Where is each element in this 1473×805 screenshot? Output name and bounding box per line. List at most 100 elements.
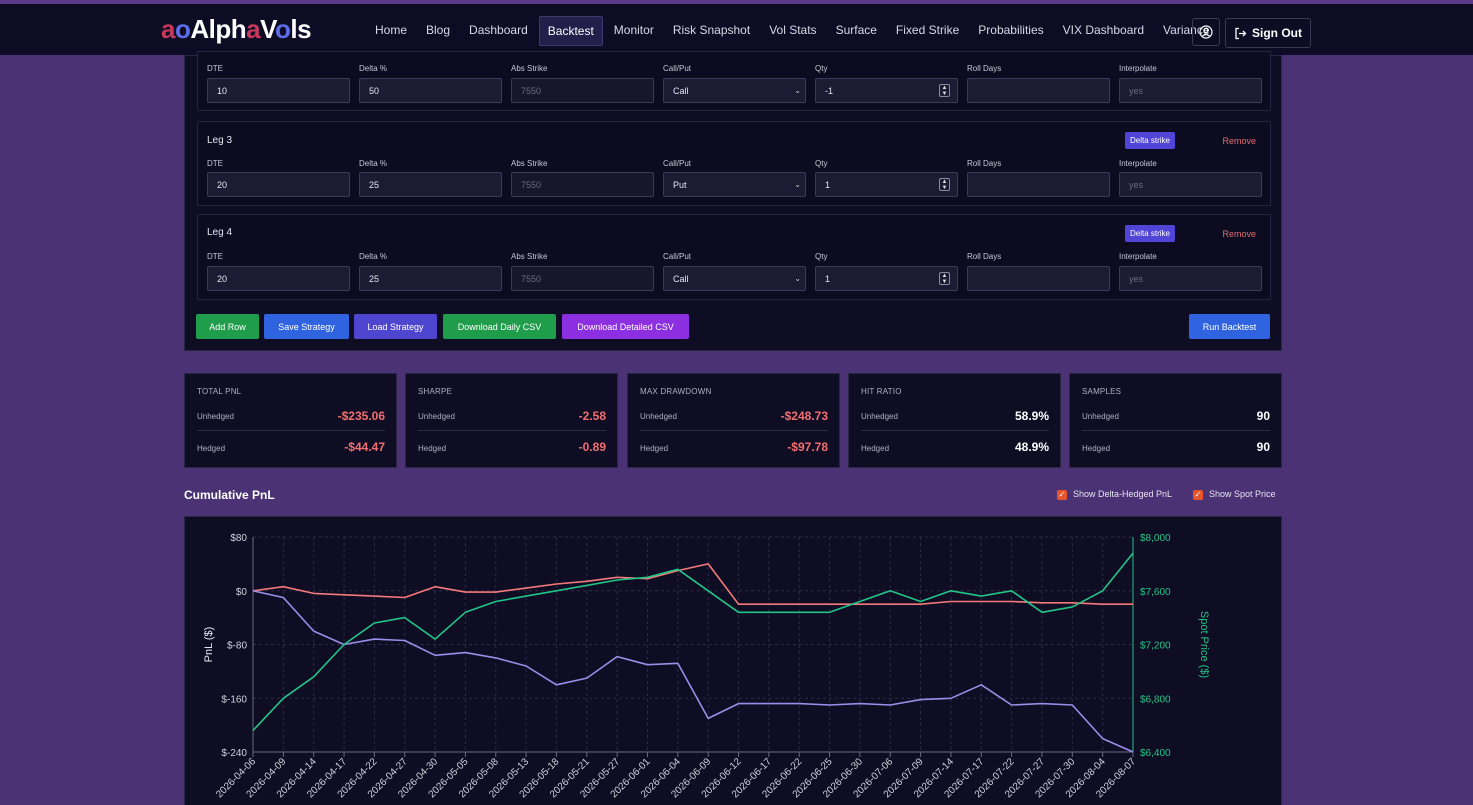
spot-price-checkbox-label[interactable]: Show Spot Price — [1209, 489, 1276, 499]
divider — [1082, 430, 1270, 431]
abs-strike-input[interactable]: 7550 — [511, 266, 654, 291]
hedged-label: Hedged — [640, 444, 669, 453]
remove-leg-button[interactable]: Remove — [1222, 229, 1256, 239]
hedged-pnl-checkbox[interactable]: ✓ — [1057, 490, 1067, 500]
nav-home[interactable]: Home — [375, 23, 408, 37]
call-put-select[interactable]: Call ⌄ — [663, 78, 806, 103]
user-profile-button[interactable] — [1192, 18, 1220, 46]
unhedged-label: Unhedged — [640, 412, 677, 421]
delta-label: Delta % — [359, 159, 388, 168]
load-strategy-button[interactable]: Load Strategy — [354, 314, 437, 339]
stat-title: TOTAL PNL — [197, 387, 242, 396]
chevron-down-icon: ⌄ — [794, 180, 801, 189]
delta-label: Delta % — [359, 252, 388, 261]
roll-days-input[interactable] — [967, 78, 1110, 103]
interpolate-input[interactable]: yes — [1119, 78, 1262, 103]
delta-label: Delta % — [359, 64, 388, 73]
run-backtest-button[interactable]: Run Backtest — [1189, 314, 1270, 339]
delta-strike-button[interactable]: Delta strike — [1124, 132, 1175, 149]
stat-title: SAMPLES — [1082, 387, 1122, 396]
call-put-value: Call — [673, 273, 689, 284]
y2-axis-title: Spot Price ($) — [1198, 611, 1210, 678]
stat-title: SHARPE — [418, 387, 453, 396]
hedged-value: -$97.78 — [787, 440, 828, 454]
abs-strike-label: Abs Strike — [511, 159, 548, 168]
delta-input[interactable]: 25 — [359, 172, 502, 197]
roll-days-input[interactable] — [967, 266, 1110, 291]
y2-tick-label: $7,600 — [1140, 587, 1171, 598]
hedged-label: Hedged — [418, 444, 447, 453]
save-strategy-button[interactable]: Save Strategy — [264, 314, 349, 339]
unhedged-value: 90 — [1256, 409, 1270, 423]
hedged-label: Hedged — [861, 444, 890, 453]
hedged-pnl-checkbox-label[interactable]: Show Delta-Hedged PnL — [1073, 489, 1173, 499]
nav-risk-snapshot[interactable]: Risk Snapshot — [672, 23, 751, 37]
unhedged-label: Unhedged — [861, 412, 898, 421]
nav-blog[interactable]: Blog — [426, 23, 451, 37]
download-daily-csv-button[interactable]: Download Daily CSV — [443, 314, 556, 339]
hedged-value: -$44.47 — [344, 440, 385, 454]
dte-input[interactable]: 20 — [207, 266, 350, 291]
y-tick-label: $0 — [236, 587, 248, 598]
delta-input[interactable]: 25 — [359, 266, 502, 291]
nav-vol-stats[interactable]: Vol Stats — [769, 23, 817, 37]
remove-leg-button[interactable]: Remove — [1222, 136, 1256, 146]
y-tick-label: $80 — [230, 533, 247, 544]
spinner-icon[interactable]: ▲ ▼ — [939, 178, 950, 191]
qty-label: Qty — [815, 252, 828, 261]
qty-input[interactable]: 1 ▲ ▼ — [815, 266, 958, 291]
nav-surface[interactable]: Surface — [835, 23, 877, 37]
nav-variance[interactable]: Variance — [1163, 23, 1210, 37]
interpolate-input[interactable]: yes — [1119, 266, 1262, 291]
qty-input[interactable]: 1 ▲ ▼ — [815, 172, 958, 197]
nav-vix-dashboard[interactable]: VIX Dashboard — [1062, 23, 1145, 37]
stat-card-max-drawdown: MAX DRAWDOWN Unhedged -$248.73 Hedged -$… — [627, 373, 840, 468]
series-line-hedged — [252, 590, 1134, 753]
spinner-icon[interactable]: ▲ ▼ — [939, 84, 950, 97]
spot-price-checkbox[interactable]: ✓ — [1193, 490, 1203, 500]
call-put-value: Call — [673, 85, 689, 96]
stat-card-sharpe: SHARPE Unhedged -2.58 Hedged -0.89 — [405, 373, 618, 468]
divider — [640, 430, 828, 431]
qty-input[interactable]: -1 ▲ ▼ — [815, 78, 958, 103]
delta-strike-button[interactable]: Delta strike — [1124, 225, 1175, 242]
sign-out-button[interactable]: Sign Out — [1225, 18, 1311, 48]
delta-input[interactable]: 50 — [359, 78, 502, 103]
spinner-icon[interactable]: ▲ ▼ — [939, 272, 950, 285]
unhedged-value: 58.9% — [1014, 409, 1049, 423]
download-detailed-csv-button[interactable]: Download Detailed CSV — [562, 314, 689, 339]
abs-strike-input[interactable]: 7550 — [511, 172, 654, 197]
unhedged-value: -$248.73 — [780, 409, 828, 423]
call-put-value: Put — [673, 179, 687, 190]
abs-strike-input[interactable]: 7550 — [511, 78, 654, 103]
nav-dashboard[interactable]: Dashboard — [469, 23, 528, 37]
interpolate-label: Interpolate — [1119, 252, 1157, 261]
y-tick-label: $-80 — [227, 641, 247, 652]
interpolate-input[interactable]: yes — [1119, 172, 1262, 197]
nav-backtest[interactable]: Backtest — [538, 16, 603, 46]
nav-monitor[interactable]: Monitor — [613, 23, 654, 37]
dte-input[interactable]: 10 — [207, 78, 350, 103]
strategy-panel: DTE Delta % Abs Strike Call/Put Qty Roll… — [184, 51, 1282, 351]
top-navbar: aoAlphaVols Home Blog Dashboard Backtest… — [0, 0, 1473, 55]
interpolate-label: Interpolate — [1119, 64, 1157, 73]
qty-value: 1 — [825, 179, 831, 190]
call-put-select[interactable]: Call ⌄ — [663, 266, 806, 291]
dte-label: DTE — [207, 252, 223, 261]
unhedged-label: Unhedged — [197, 412, 234, 421]
brand-logo[interactable]: aoAlphaVols — [161, 14, 312, 44]
roll-days-input[interactable] — [967, 172, 1110, 197]
qty-label: Qty — [815, 159, 828, 168]
nav-probabilities[interactable]: Probabilities — [978, 23, 1044, 37]
nav-fixed-strike[interactable]: Fixed Strike — [895, 23, 960, 37]
dte-input[interactable]: 20 — [207, 172, 350, 197]
call-put-select[interactable]: Put ⌄ — [663, 172, 806, 197]
add-row-button[interactable]: Add Row — [196, 314, 259, 339]
leg-row: DTE Delta % Abs Strike Call/Put Qty Roll… — [197, 51, 1271, 111]
hedged-label: Hedged — [197, 444, 226, 453]
roll-days-label: Roll Days — [967, 64, 1002, 73]
stat-card-hit-ratio: HIT RATIO Unhedged 58.9% Hedged 48.9% — [848, 373, 1061, 468]
qty-label: Qty — [815, 64, 828, 73]
leg-title: Leg 4 — [207, 227, 233, 238]
chart-svg: $80 $8,000 $0 $7,600 $-80 $7,200 $-160 $6,800 $-… — [203, 533, 1210, 800]
